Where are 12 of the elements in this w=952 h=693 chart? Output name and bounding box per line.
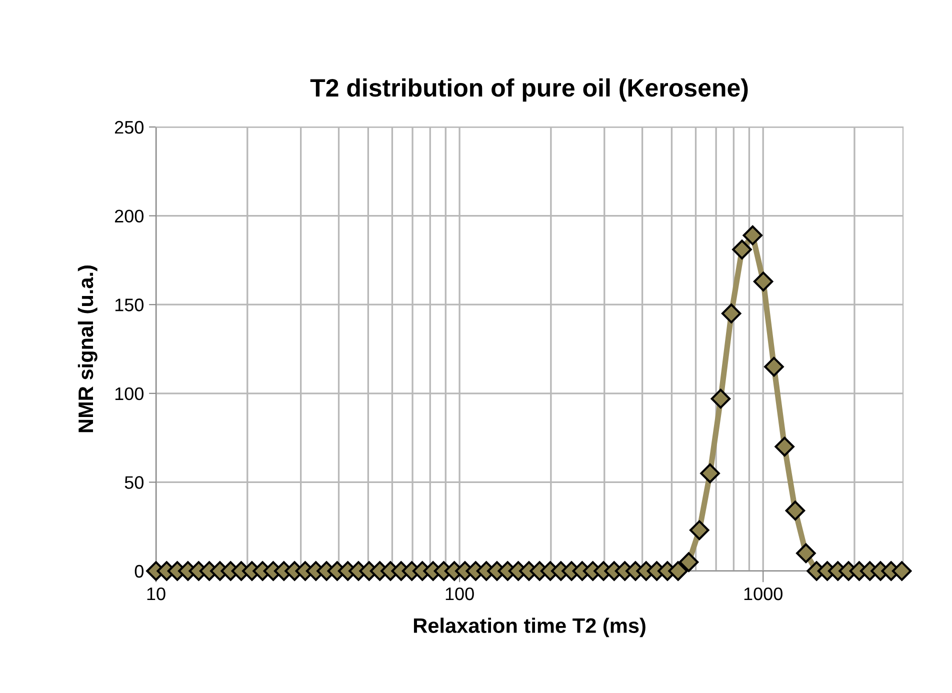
x-tick-label: 1000	[744, 587, 782, 600]
x-tick-label: 10	[147, 587, 166, 600]
y-axis-title: NMR signal (u.a.)	[78, 266, 98, 432]
y-tick-label: 150	[115, 298, 144, 312]
x-tick-label: 100	[446, 587, 474, 600]
y-tick-label: 100	[115, 387, 144, 400]
x-axis-title: Relaxation time T2 (ms)	[414, 618, 646, 638]
y-tick-label: 250	[114, 120, 144, 134]
y-tick-label: 200	[114, 210, 144, 223]
y-tick-label: 50	[124, 476, 144, 489]
chart-title: T2 distribution of pure oil (Kerosene)	[310, 78, 748, 102]
y-tick-label: 0	[134, 564, 144, 578]
